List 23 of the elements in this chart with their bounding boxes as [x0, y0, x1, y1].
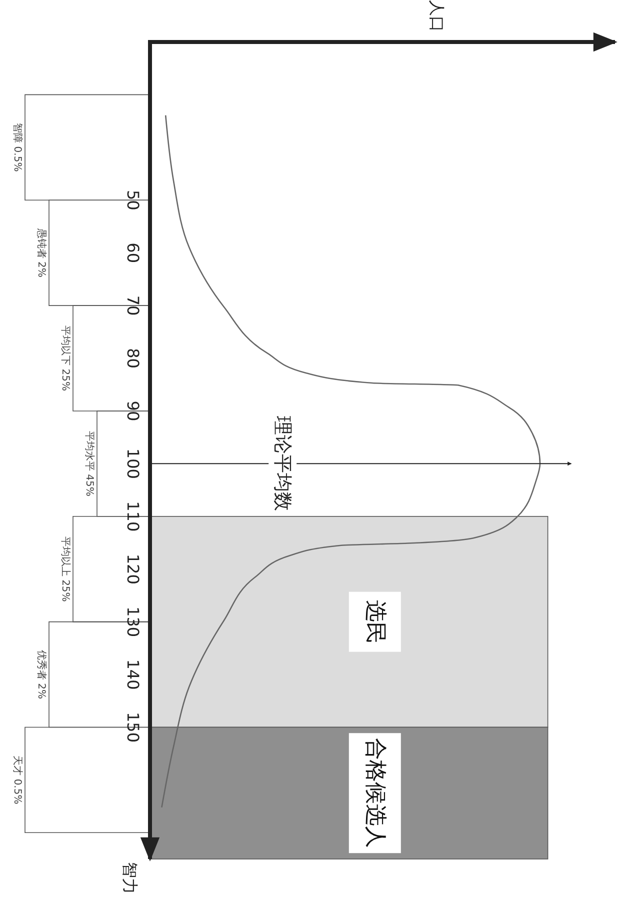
y-tick-label: 140 [124, 659, 142, 690]
band-label: 合格候选人 [362, 738, 388, 848]
ref-line-label: 理论平均数 [272, 416, 294, 512]
y-tick-label: 60 [124, 242, 142, 264]
text: 智障 0.5% [12, 123, 24, 172]
y-tick-label: 70 [124, 295, 142, 316]
y-tick-label: 130 [124, 606, 142, 638]
x2-axis-title: 人口 [428, 0, 446, 32]
y-tick-label: 100 [124, 448, 142, 479]
text: 平均以上 25% [60, 536, 72, 602]
y-tick-label: 150 [124, 712, 142, 742]
y-tick-label: 110 [124, 501, 142, 532]
y-tick-label: 80 [124, 348, 142, 368]
text: 优秀者 2% [36, 650, 48, 700]
text: 平均以下 25% [60, 326, 72, 391]
y-tick-label: 90 [124, 400, 142, 422]
text: 愚钝者 2% [36, 227, 48, 278]
y-tick-label: 50 [124, 190, 142, 210]
band-label: 选民 [362, 600, 388, 644]
y-tick-label: 120 [124, 554, 142, 584]
y-axis-title: 智力 [120, 862, 140, 894]
text: 平均水平 45% [84, 430, 96, 496]
text: 天才 0.5% [12, 756, 24, 804]
